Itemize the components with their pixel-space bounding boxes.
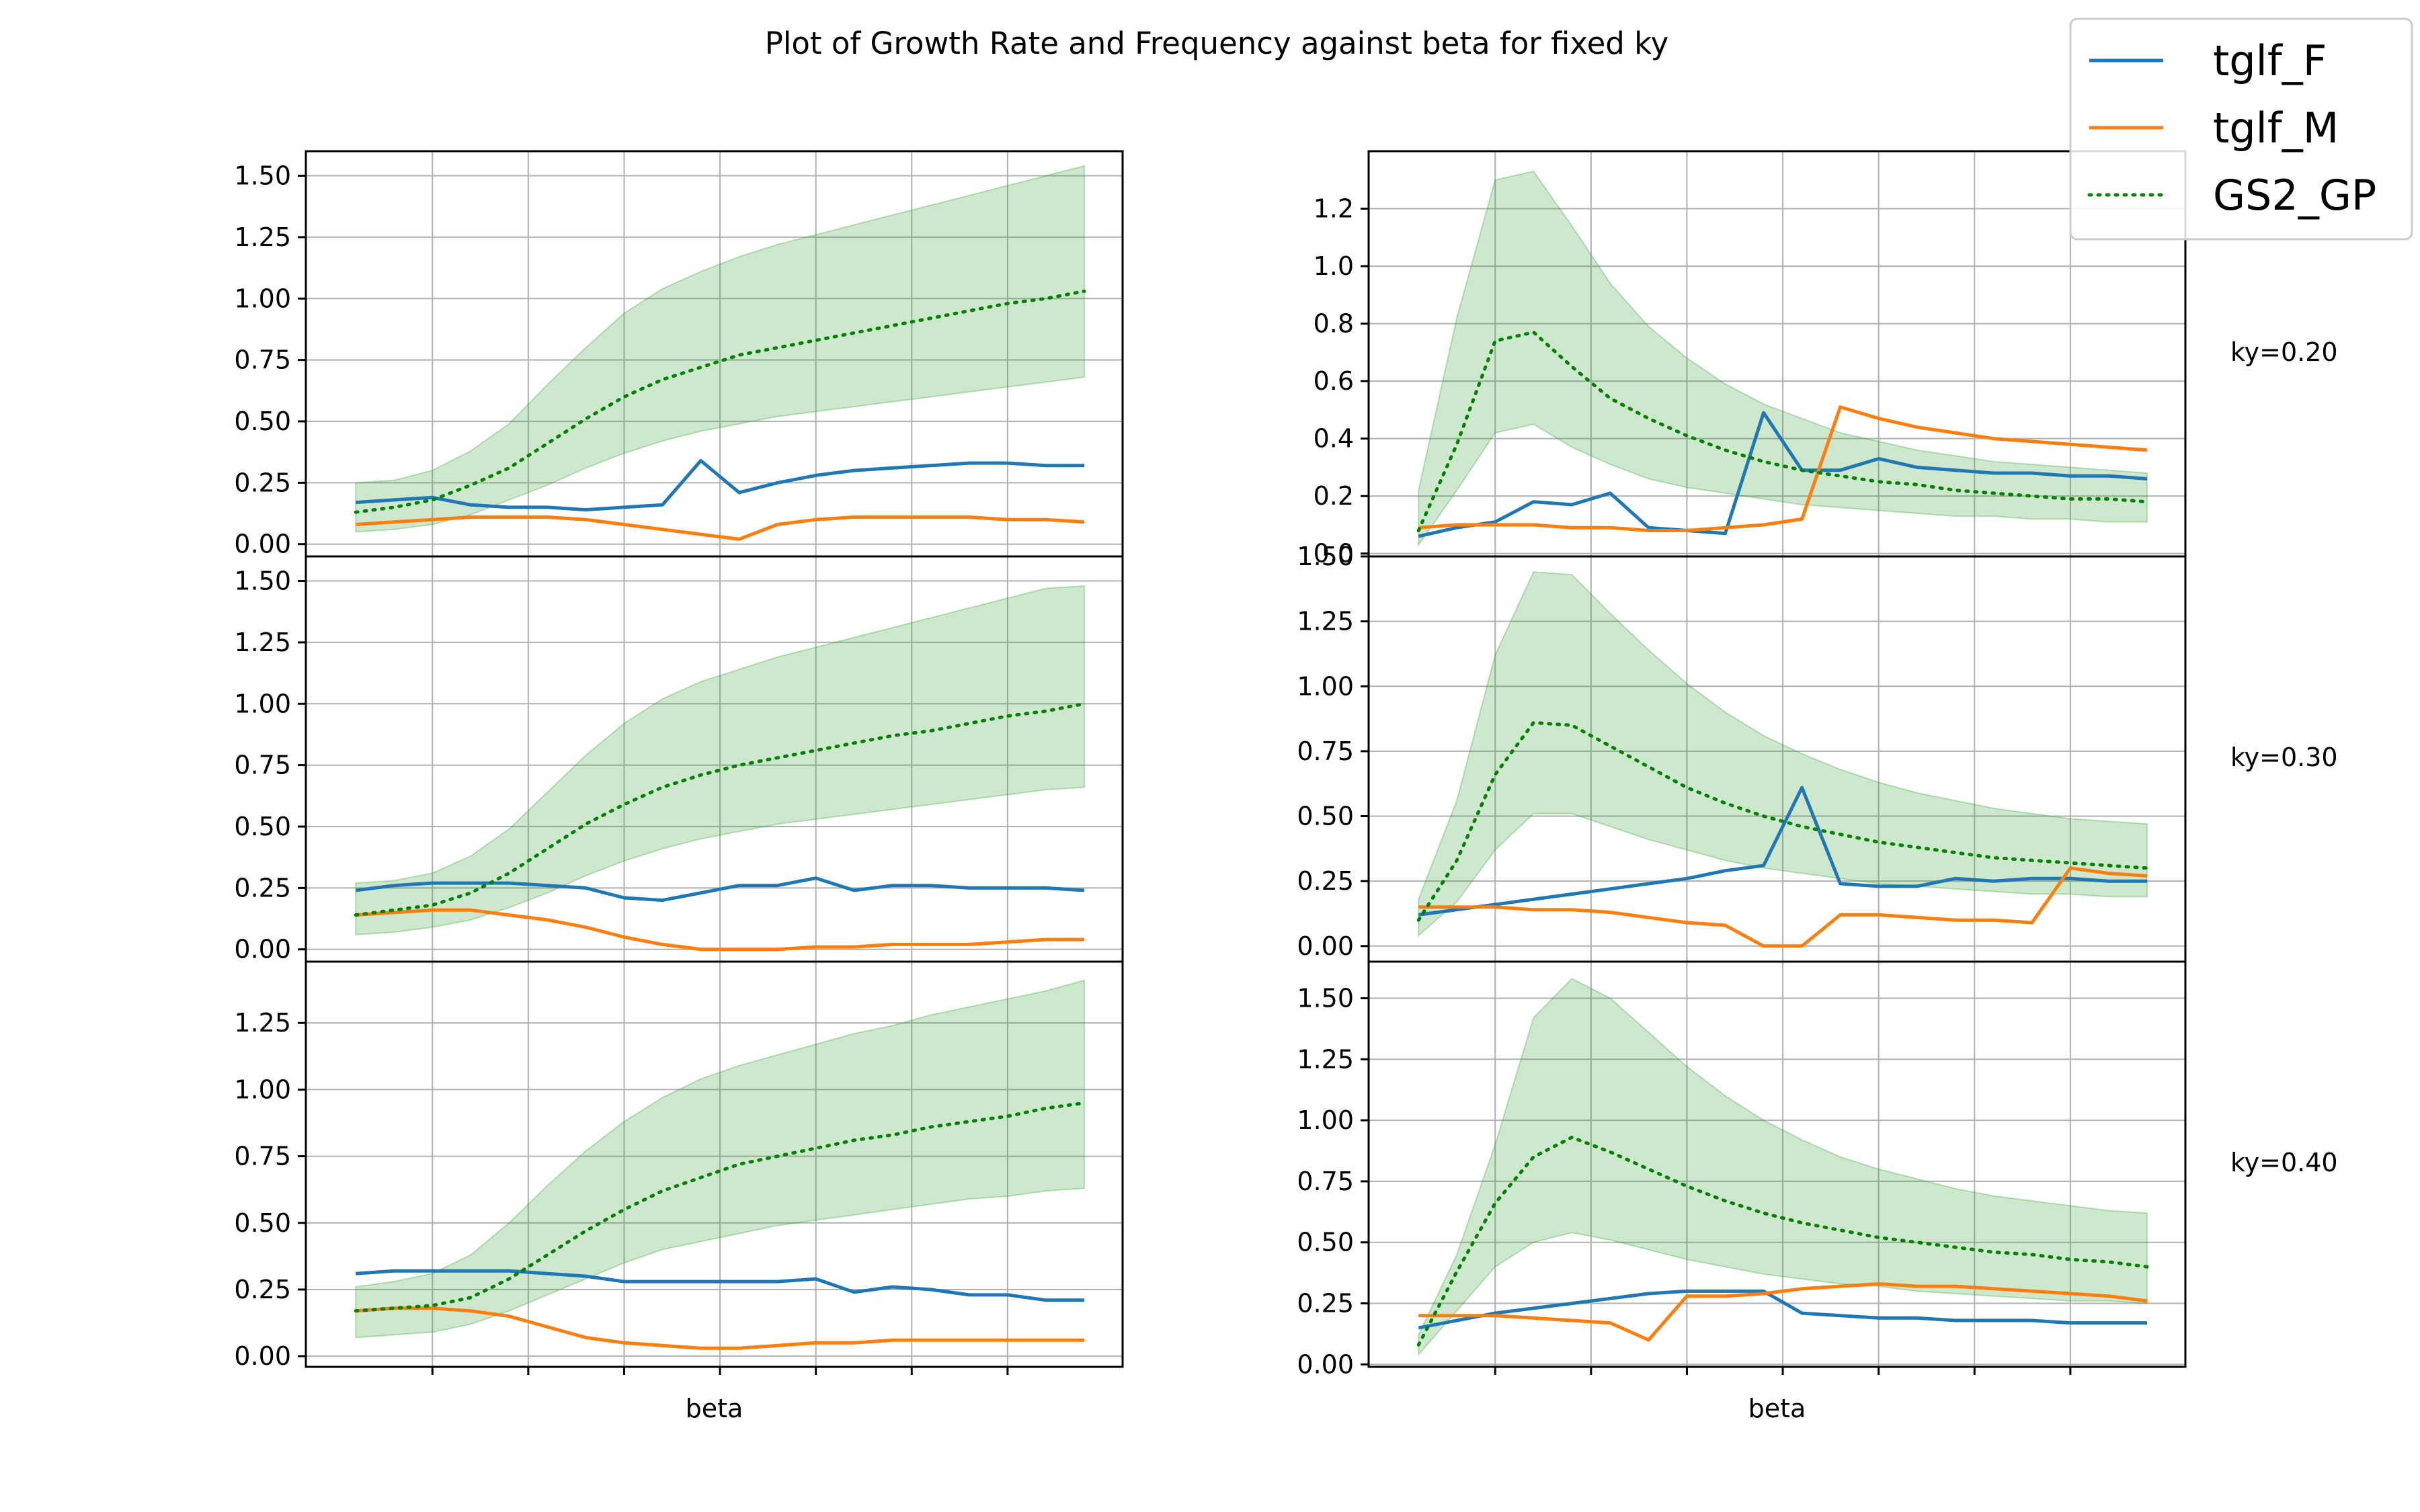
panel-row2-left-series-tglf-m — [356, 908, 1084, 952]
panel-row2-left-background — [306, 556, 1123, 962]
panel-row3-right-ytick-label-1: 0.25 — [1297, 1289, 1354, 1318]
panel-row2-right-ytick-label-1: 0.25 — [1297, 866, 1354, 896]
panel-row3-right-series-tglf-f — [1418, 1289, 2147, 1330]
panel-row3-right-frame — [1367, 960, 2187, 1368]
panel-row3-left-series-tglf-f — [356, 1269, 1084, 1302]
legend-label-tglf-m: tglf_M — [2213, 103, 2339, 153]
panel-row1-left-ytick-label-1: 0.25 — [234, 468, 291, 497]
panel-row2-left-ytick-label-5: 1.25 — [234, 628, 291, 657]
panel-row3-right-ytick-label-4: 1.00 — [1297, 1105, 1354, 1135]
panel-row3-right-ytick-label-6: 1.50 — [1297, 983, 1354, 1013]
panel-row3-left-ytick-label-3: 0.75 — [234, 1142, 291, 1171]
panel-row1-left-ytick-label-5: 1.25 — [234, 222, 291, 252]
panel-row2-left-ytick-label-4: 1.00 — [234, 689, 291, 718]
panel-row1-right-series-tglf-m — [1418, 405, 2148, 532]
panel-row1-right-ytick-label-1: 0.2 — [1314, 481, 1354, 511]
panel-row1-left-series-tglf-f — [356, 459, 1084, 512]
panel-row2-left-series-tglf-f — [355, 876, 1085, 902]
panel-row2-right-series-gs2-gp — [1416, 720, 2149, 922]
panel-row3-left-xlabel: beta — [686, 1394, 743, 1423]
panel-row3-left-ytick-label-5: 1.25 — [234, 1008, 291, 1038]
legend: tglf_F tglf_M GS2_GP — [2069, 17, 2413, 241]
panel-row3-left-ytick-label-2: 0.50 — [234, 1208, 291, 1238]
panel-row3-left-frame — [305, 960, 1124, 1368]
panel-row1-right-series-tglf-f — [1418, 411, 2148, 538]
panel-row2-left-ytick-label-1: 0.25 — [234, 873, 291, 902]
panel-row3-right-uncertainty-band — [1418, 978, 2148, 1357]
panel-row2-right-ytick-label-0: 0.00 — [1297, 931, 1354, 961]
panel-row1-left-ytick-label-6: 1.50 — [234, 161, 291, 191]
panel-row2-left-ytick-label-0: 0.00 — [234, 935, 291, 964]
panel-row1-left-ytick-label-0: 0.00 — [234, 530, 291, 559]
panel-row1-right-ytick-label-4: 0.8 — [1314, 309, 1354, 339]
panel-row2-right-ytick-label-4: 1.00 — [1297, 671, 1354, 701]
panel-row2-right-ytick-label-5: 1.25 — [1297, 607, 1354, 636]
panel-row1-right-ytick-label-3: 0.6 — [1314, 366, 1354, 396]
panel-row2-left-series-gs2-gp — [354, 702, 1086, 917]
panel-row1-right-ytick-label-0: 0.0 — [1314, 539, 1354, 569]
panel-row1-left-background — [306, 151, 1123, 556]
panel-row2-right-uncertainty-band — [1418, 571, 2148, 937]
panel-row1-right-series-gs2-gp — [1416, 330, 2149, 532]
panel-row2-left-uncertainty-band — [355, 585, 1085, 935]
row-label-ky030: ky=0.30 — [2230, 743, 2338, 772]
panel-row3-left-series-tglf-m — [356, 1306, 1084, 1350]
panel-row2-right-ytick-label-2: 0.50 — [1297, 802, 1354, 831]
panel-row2-right: 0.00 0.25 0.50 0.75 1.00 1.25 1.50 — [1297, 542, 2187, 970]
panel-row2-right-ytick-label-6: 1.50 — [1297, 542, 1354, 571]
panel-row2-left: 0.00 0.25 0.50 0.75 1.00 1.25 1.50 — [234, 555, 1124, 970]
panel-row1-left-series-gs2-gp — [354, 289, 1086, 514]
row-label-ky020: ky=0.20 — [2230, 337, 2338, 367]
panel-row1-right-ytick-label-5: 1.0 — [1314, 251, 1354, 281]
panel-row3-left-ytick-label-0: 0.00 — [234, 1341, 291, 1371]
panel-row1-right-background — [1369, 151, 2185, 556]
panel-row2-left-ytick-label-3: 0.75 — [234, 751, 291, 780]
panel-row3-right-series-tglf-m — [1418, 1282, 2148, 1342]
panel-row3-left-background — [306, 962, 1123, 1367]
panel-row3-left-uncertainty-band — [355, 979, 1085, 1339]
panel-row2-left-ytick-label-2: 0.50 — [234, 812, 291, 841]
panel-row1-left-ytick-label-3: 0.75 — [234, 345, 291, 375]
panel-row1-right-ytick-label-2: 0.4 — [1314, 424, 1354, 454]
row-label-ky040: ky=0.40 — [2230, 1148, 2338, 1177]
panel-row3-left-ytick-label-4: 1.00 — [234, 1075, 291, 1104]
panel-row1-right-uncertainty-band — [1418, 170, 2148, 548]
panel-row3-left: 0.00 0.25 0.50 0.75 1.00 1.25 beta — [234, 960, 1124, 1423]
panel-row3-right-xlabel: beta — [1748, 1394, 1806, 1423]
figure-title: Plot of Growth Rate and Frequency agains… — [765, 26, 1669, 61]
panel-row1-right: 0.0 0.2 0.4 0.6 0.8 1.0 1.2 — [1314, 150, 2187, 569]
legend-frame — [2069, 17, 2413, 241]
panel-row3-left-ytick-label-1: 0.25 — [234, 1275, 291, 1304]
panel-row3-left-series-gs2-gp — [354, 1101, 1086, 1313]
legend-label-tglf-f: tglf_F — [2213, 36, 2327, 85]
panel-row1-left-uncertainty-band — [355, 165, 1085, 533]
panel-row2-right-series-tglf-m — [1418, 866, 2148, 948]
panel-row1-left: 0.00 0.25 0.50 0.75 1.00 1.25 1.50 — [234, 150, 1124, 564]
panel-row3-right-ytick-label-0: 0.00 — [1297, 1349, 1354, 1379]
panel-row1-right-ytick-label-6: 1.2 — [1314, 194, 1354, 224]
panel-row3-right-ytick-label-3: 0.75 — [1297, 1167, 1354, 1196]
panel-row3-right-ytick-label-2: 0.50 — [1297, 1228, 1354, 1257]
panel-row1-left-ytick-label-2: 0.50 — [234, 407, 291, 436]
panel-row1-left-series-tglf-m — [356, 515, 1085, 541]
panel-row2-right-series-tglf-f — [1418, 786, 2147, 917]
legend-label-gs2-gp: GS2_GP — [2213, 171, 2376, 220]
panel-row3-right-ytick-label-5: 1.25 — [1297, 1044, 1354, 1074]
panel-row2-right-ytick-label-3: 0.75 — [1297, 737, 1354, 766]
panel-row3-right-series-gs2-gp — [1416, 1136, 2149, 1347]
panel-row1-left-ytick-label-4: 1.00 — [234, 284, 291, 313]
panel-row2-left-ytick-label-6: 1.50 — [234, 566, 291, 596]
panel-row3-right: 0.00 0.25 0.50 0.75 1.00 1.25 1.50 beta — [1297, 960, 2187, 1423]
